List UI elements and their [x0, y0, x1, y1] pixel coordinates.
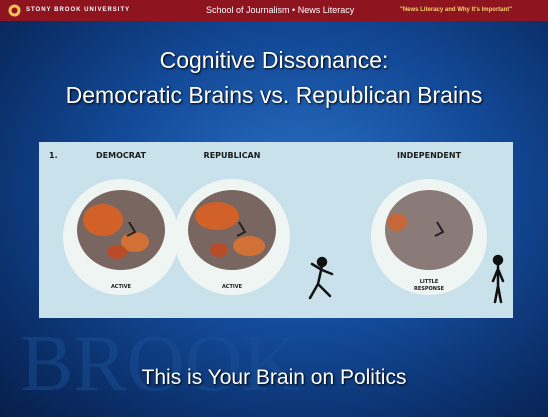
watermark: BROOK [20, 320, 300, 408]
title-line: Democratic Brains vs. Republican Brains [65, 82, 483, 108]
panel-number: 1. [49, 151, 58, 160]
response-label: ACTIVE [111, 284, 132, 290]
brain-panel: 1. DEMOCRAT REPUBLICAN INDEPENDENT ACTIV… [39, 142, 513, 318]
title-line: Cognitive Dissonance: [159, 47, 389, 73]
brain-independent [371, 179, 487, 295]
header-center: School of Journalism • News Literacy [206, 5, 355, 15]
figure-agitated [308, 256, 334, 300]
svg-text:BROOK: BROOK [20, 320, 300, 408]
column-label: DEMOCRAT [96, 151, 146, 160]
response-label: ACTIVE [222, 284, 243, 290]
response-label: RESPONSE [414, 286, 445, 292]
header-right: "News Literacy and Why It's Important" [400, 7, 513, 13]
column-label: INDEPENDENT [397, 151, 462, 160]
caption: This is Your Brain on Politics [141, 366, 407, 389]
top-bar: STONY BROOK UNIVERSITY School of Journal… [0, 0, 548, 21]
logo [8, 4, 21, 17]
university: STONY BROOK UNIVERSITY [26, 7, 131, 13]
brain-republican [174, 179, 290, 295]
figure-calm [491, 254, 505, 304]
column-label: REPUBLICAN [204, 151, 261, 160]
response-label: LITTLE [420, 279, 439, 285]
brain-democrat [63, 179, 179, 295]
